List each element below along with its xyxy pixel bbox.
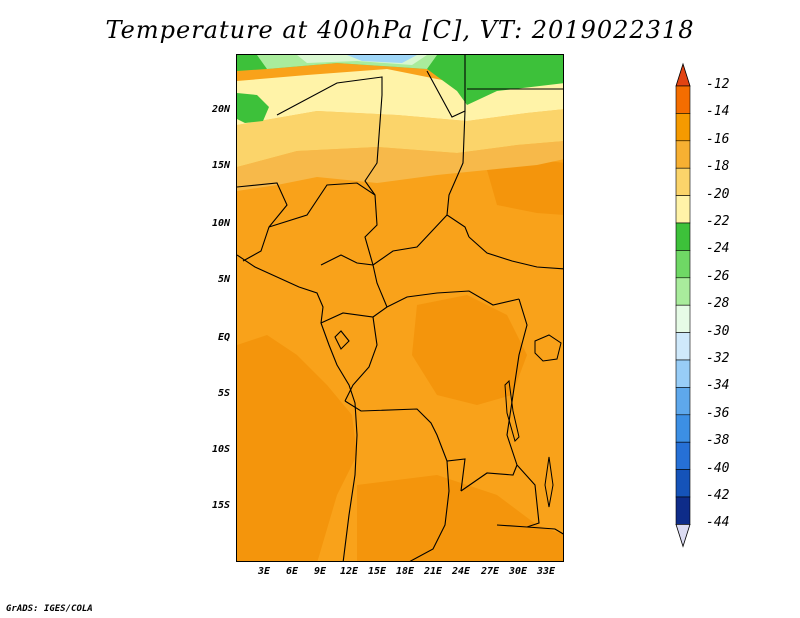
colorbar-label: -20 — [706, 186, 730, 202]
colorbar-label: -22 — [706, 214, 730, 229]
field-light-blue — [347, 55, 417, 63]
map-panel — [236, 54, 564, 562]
colorbar-segment — [675, 277, 691, 306]
lon-label: 15E — [367, 566, 387, 577]
border-coast-cabinda — [334, 330, 350, 350]
colorbar-segment — [675, 387, 691, 416]
colorbar-label: -28 — [706, 296, 730, 312]
lake-victoria — [534, 334, 562, 362]
border-niger-chad — [237, 182, 288, 262]
lake-tanganyika — [504, 379, 520, 442]
colorbar-label: -34 — [706, 378, 730, 394]
field-pale-yellow — [237, 69, 563, 125]
border-drc-east — [506, 298, 540, 528]
border-car-drc — [386, 290, 520, 308]
lake-malawi — [544, 456, 554, 508]
colorbar-segment — [675, 222, 691, 251]
field-darker-center — [412, 295, 527, 405]
lat-label: 10N — [211, 218, 230, 229]
colorbar-segment — [675, 304, 691, 333]
border-libya-egypt — [426, 55, 466, 118]
colorbar-label: -12 — [706, 77, 730, 92]
border-car-north — [372, 214, 448, 266]
lat-label: 5S — [217, 388, 230, 399]
lat-label: EQ — [217, 332, 230, 343]
colorbar-label: -44 — [706, 515, 730, 531]
border-egypt-sudan — [364, 94, 383, 196]
colorbar-label: -24 — [706, 241, 730, 257]
lon-label: 27E — [480, 566, 500, 577]
lon-label: 30E — [508, 566, 528, 577]
lon-label: 9E — [313, 566, 327, 577]
country-borders — [237, 55, 563, 561]
field-darker-south — [357, 475, 563, 561]
colorbar-segment — [675, 469, 691, 498]
field-yellow — [237, 109, 563, 167]
lon-label: 3E — [257, 566, 271, 577]
colorbar-label: -18 — [706, 159, 730, 175]
colorbar-segment — [675, 250, 691, 279]
border-libya-chad — [276, 76, 383, 116]
border-nigeria-cameroon — [268, 182, 378, 266]
lat-label: 15S — [211, 500, 230, 511]
colorbar-segment — [675, 113, 691, 142]
colorbar-segment — [675, 359, 691, 388]
footer-credit: GrADS: IGES/COLA — [6, 604, 93, 614]
border-chad-sudan — [446, 110, 470, 238]
border-zambia-malawi — [460, 464, 518, 492]
colorbar — [675, 62, 691, 548]
border-sudan-south — [468, 236, 563, 270]
colorbar-top-arrow — [675, 62, 691, 87]
field-darker-east — [487, 160, 563, 215]
colorbar-segment — [675, 85, 691, 114]
lon-label: 6E — [285, 566, 299, 577]
border-cameroon-car — [320, 254, 388, 308]
colorbar-label: -36 — [706, 405, 730, 421]
field-light-orange — [237, 141, 563, 191]
colorbar-label: -42 — [706, 488, 730, 503]
border-gabon-congo — [320, 306, 388, 324]
lat-label: 5N — [217, 274, 230, 285]
colorbar-bottom-arrow — [675, 524, 691, 548]
colorbar-segment — [675, 140, 691, 169]
colorbar-label: -14 — [706, 104, 730, 120]
colorbar-segment — [675, 332, 691, 361]
border-south-east — [496, 524, 563, 535]
lat-label: 10S — [211, 444, 230, 455]
colorbar-segment — [675, 441, 691, 470]
lakes — [504, 334, 562, 508]
lon-label: 18E — [395, 566, 415, 577]
colorbar-label: -30 — [706, 323, 730, 339]
colorbar-label: -40 — [706, 460, 730, 476]
coastline — [237, 254, 358, 561]
lon-label: 21E — [423, 566, 443, 577]
lat-label: 15N — [211, 160, 230, 171]
field-green-north — [237, 55, 563, 105]
lon-label: 12E — [339, 566, 359, 577]
chart-title: Temperature at 400hPa [C], VT: 201902231… — [105, 16, 695, 44]
field-darker-southwest — [237, 335, 357, 561]
colorbar-label: -38 — [706, 433, 730, 449]
border-angola-zambia — [409, 460, 450, 561]
lat-label: 20N — [211, 104, 230, 115]
lon-label: 24E — [451, 566, 471, 577]
colorbar-segment — [675, 167, 691, 196]
colorbar-segment — [675, 496, 691, 525]
colorbar-label: -32 — [706, 351, 730, 366]
lon-label: 33E — [536, 566, 556, 577]
colorbar-segment — [675, 195, 691, 224]
colorbar-label: -26 — [706, 268, 730, 284]
field-green-west — [237, 93, 269, 123]
border-drc-angola — [344, 400, 466, 492]
colorbar-segment — [675, 414, 691, 443]
colorbar-label: -16 — [706, 131, 730, 147]
temperature-map — [237, 55, 563, 561]
